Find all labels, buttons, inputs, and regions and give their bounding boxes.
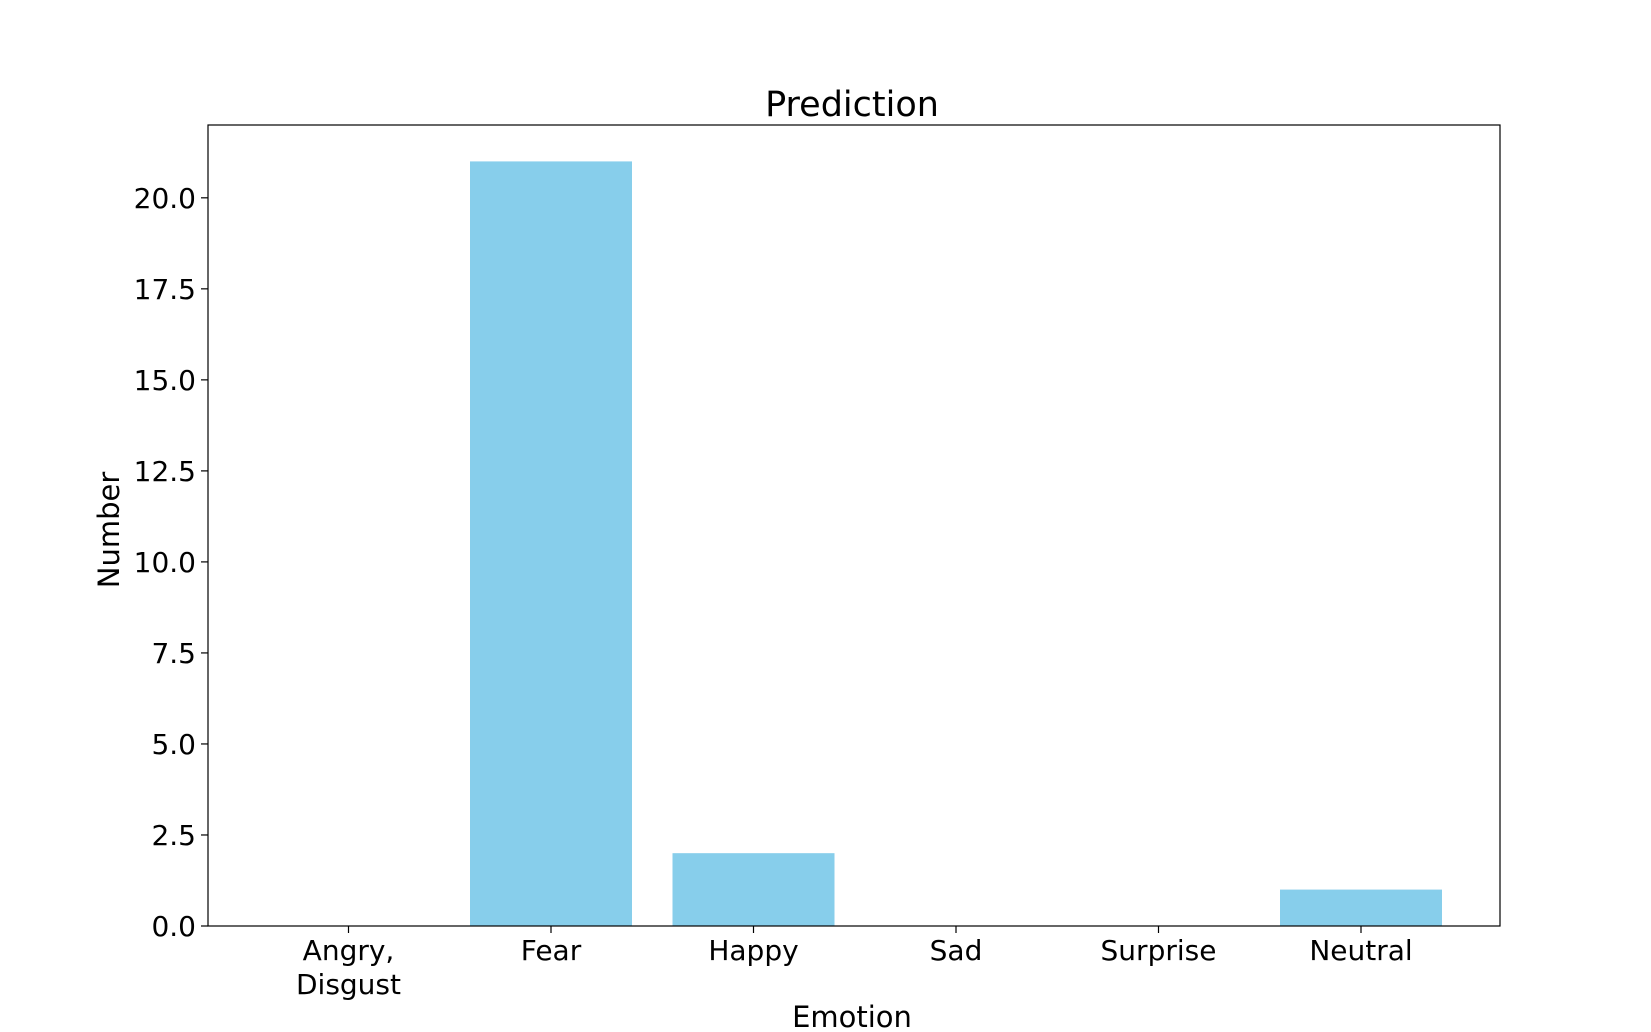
x-axis: Angry, Disgust Fear Happy Sad Surprise Neutral (296, 926, 1413, 1001)
x-tick-label: Sad (930, 934, 983, 967)
bars-group (470, 161, 1442, 927)
y-axis: 0.0 2.5 5.0 7.5 10.0 12.5 15.0 17.5 20.0 (134, 182, 208, 943)
y-tick-label: 12.5 (134, 455, 196, 488)
y-tick-label: 17.5 (134, 273, 196, 306)
x-axis-label: Emotion (792, 1000, 912, 1032)
y-tick-label: 2.5 (151, 819, 196, 852)
plot-frame (207, 124, 1501, 927)
y-tick-label: 7.5 (151, 637, 196, 670)
x-tick-label: Angry, Disgust (296, 934, 401, 1001)
x-tick-label: Neutral (1309, 934, 1412, 967)
bar (672, 853, 835, 926)
y-tick-label: 20.0 (134, 182, 196, 215)
bar (470, 161, 632, 927)
y-axis-label: Number (92, 472, 126, 589)
x-tick-label: Surprise (1101, 934, 1217, 967)
y-tick-label: 5.0 (151, 728, 196, 761)
y-tick-label: 15.0 (134, 364, 196, 397)
y-tick-label: 0.0 (151, 910, 196, 943)
x-tick-label: Fear (521, 934, 582, 967)
x-tick-label: Happy (708, 934, 798, 967)
bar (1280, 889, 1442, 926)
y-tick-label: 10.0 (134, 546, 196, 579)
chart-title: Prediction (765, 85, 939, 125)
